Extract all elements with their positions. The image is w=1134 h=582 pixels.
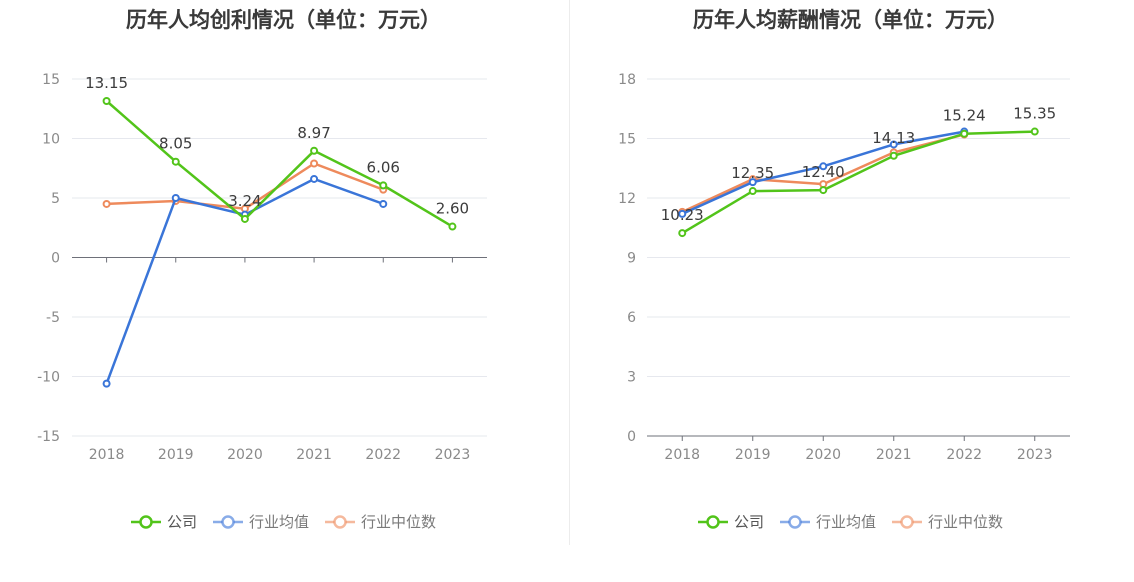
legend-item[interactable]: 行业均值: [212, 511, 309, 532]
series-line-0: [105, 100, 454, 228]
legend-label: 行业均值: [248, 513, 309, 531]
y-tick-label: 5: [51, 191, 60, 207]
chart-title: 历年人均创利情况（单位：万元）: [126, 8, 441, 32]
data-point: [748, 187, 757, 196]
data-point: [1030, 127, 1039, 136]
y-tick-label: 6: [627, 310, 636, 326]
legend-item[interactable]: 行业中位数: [892, 511, 1003, 532]
data-point: [960, 129, 969, 138]
x-tick-label: 2022: [365, 447, 401, 463]
data-point: [379, 181, 388, 190]
data-point: [310, 174, 319, 183]
legend-label: 行业均值: [815, 513, 876, 531]
data-point: [819, 186, 828, 195]
x-tick-label: 2021: [876, 447, 912, 463]
y-tick-label: 15: [42, 72, 60, 88]
data-point: [748, 178, 757, 187]
legend-swatch-icon: [779, 514, 810, 529]
legend-swatch-icon: [697, 514, 728, 529]
legend-item[interactable]: 行业均值: [779, 511, 876, 532]
data-point: [379, 199, 388, 208]
data-label: 8.97: [297, 124, 330, 142]
data-point: [819, 162, 828, 171]
legend-swatch-icon: [130, 514, 161, 529]
x-tick-label: 2018: [664, 447, 700, 463]
data-point: [889, 151, 898, 160]
data-label: 8.05: [159, 135, 192, 153]
legend-label: 行业中位数: [361, 513, 437, 531]
data-point: [102, 379, 111, 388]
y-tick-label: -15: [37, 429, 60, 445]
legend-item[interactable]: 公司: [130, 511, 197, 532]
y-tick-label: 10: [42, 132, 60, 148]
data-label: 6.06: [367, 158, 400, 176]
x-tick-label: 2019: [735, 447, 771, 463]
legend: 公司 行业均值 行业中位数: [0, 511, 567, 532]
data-label: 2.60: [436, 200, 469, 218]
data-point: [171, 157, 180, 166]
salary-per-capita-chart: 历年人均薪酬情况（单位：万元） 18 15 12 9 6 3 0 2018 2019 2020 20…: [567, 0, 1134, 582]
data-point: [171, 194, 180, 202]
x-tick-label: 2023: [1017, 447, 1053, 463]
y-tick-label: 0: [627, 429, 636, 445]
data-label: 10.23: [661, 206, 704, 224]
data-point: [448, 222, 457, 231]
data-label: 13.15: [85, 74, 128, 92]
legend-label: 公司: [166, 513, 197, 531]
data-point: [678, 209, 687, 218]
y-tick-label: 15: [618, 132, 636, 148]
legend: 公司 行业均值 行业中位数: [567, 511, 1134, 532]
x-tick-label: 2018: [89, 447, 125, 463]
panel-divider: [569, 0, 570, 545]
data-point: [310, 146, 319, 155]
salary-plot-area: 18 15 12 9 6 3 0 2018 2019 2020 2021 2022 2023 10.23 1…: [618, 72, 1070, 463]
data-label: 14.13: [872, 129, 915, 147]
data-point: [310, 159, 319, 168]
y-tick-label: 3: [627, 370, 636, 386]
x-tick-label: 2019: [158, 447, 194, 463]
y-tick-label: 0: [51, 251, 60, 267]
legend-swatch-icon: [212, 514, 243, 529]
data-point: [889, 140, 898, 149]
data-label: 3.24: [228, 192, 261, 210]
data-label: 12.35: [731, 164, 774, 182]
y-tick-label: -5: [46, 310, 60, 326]
x-tick-label: 2020: [805, 447, 841, 463]
x-tick-label: 2021: [296, 447, 332, 463]
data-point: [240, 214, 249, 223]
data-label: 15.35: [1013, 105, 1056, 123]
data-point: [678, 229, 687, 238]
legend-swatch-icon: [325, 514, 355, 529]
legend-swatch-icon: [892, 514, 922, 529]
chart-title: 历年人均薪酬情况（单位：万元）: [693, 8, 1008, 32]
y-tick-label: -10: [37, 370, 60, 386]
profit-per-capita-chart: 历年人均创利情况（单位：万元） 15 10 5 0 -5 -10 -15 2018 2019 20…: [0, 8, 567, 532]
data-label: 12.40: [802, 163, 845, 181]
y-tick-label: 18: [618, 72, 636, 88]
series-line-0: [681, 130, 1035, 235]
legend-item[interactable]: 公司: [697, 511, 764, 532]
legend-item[interactable]: 行业中位数: [325, 511, 436, 532]
legend-label: 行业中位数: [928, 513, 1004, 531]
x-tick-label: 2020: [227, 447, 263, 463]
profit-plot-area: 15 10 5 0 -5 -10 -15 2018 2019 2020 2021 2022 2023 13…: [37, 72, 487, 463]
legend-label: 公司: [733, 513, 764, 531]
data-point: [102, 199, 111, 208]
data-label: 15.24: [943, 107, 986, 125]
y-tick-label: 12: [618, 191, 636, 207]
data-point: [102, 97, 111, 106]
y-tick-label: 9: [627, 251, 636, 267]
x-tick-label: 2022: [946, 447, 982, 463]
x-tick-label: 2023: [435, 447, 471, 463]
